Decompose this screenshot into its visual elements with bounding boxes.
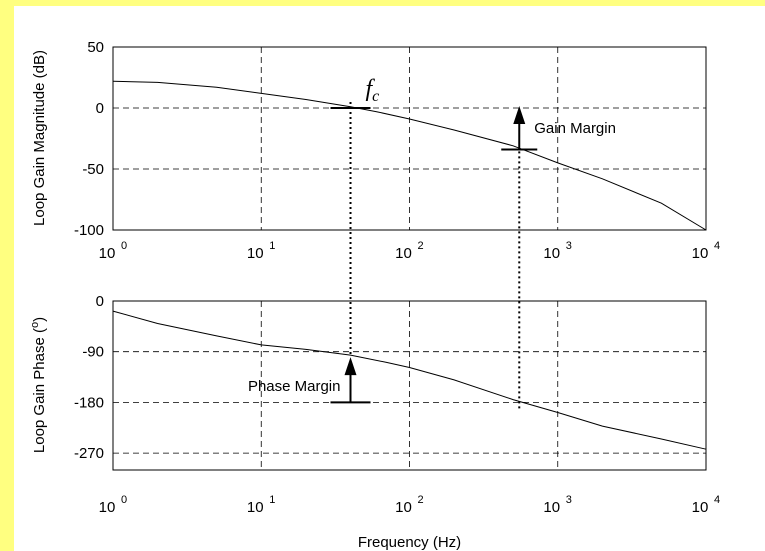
mag-x-tick-label: 10 xyxy=(99,245,116,262)
phase-x-tick-label: 10 xyxy=(543,499,560,516)
mag-x-tick-label: 10 xyxy=(247,245,264,262)
phase-y-axis-label: Loop Gain Phase (o) xyxy=(29,317,48,453)
mag-x-tick-exponent: 0 xyxy=(121,240,127,252)
phase-y-axis-label-paren-close: ) xyxy=(31,317,48,322)
gain-margin-label: Gain Margin xyxy=(534,120,616,137)
mag-x-tick-exponent: 1 xyxy=(269,240,275,252)
x-axis-label: Frequency (Hz) xyxy=(358,534,461,551)
mag-y-axis-label: Loop Gain Magnitude (dB) xyxy=(31,50,48,226)
phase-margin-arrowhead xyxy=(344,357,357,376)
phase-y-axis-label-paren: ( xyxy=(31,328,48,333)
phase-y-axis-label-text: Loop Gain Phase xyxy=(31,333,48,453)
top-highlight-strip xyxy=(0,0,765,6)
phase-y-tick-label: -180 xyxy=(74,394,104,411)
mag-curve xyxy=(112,80,707,231)
phase-x-tick-label: 10 xyxy=(247,499,264,516)
mag-x-tick-label: 10 xyxy=(692,245,709,262)
mag-y-tick-label: -50 xyxy=(82,161,104,178)
phase-x-tick-label: 10 xyxy=(395,499,412,516)
phase-x-tick-exponent: 4 xyxy=(714,494,720,506)
fc-symbol: f xyxy=(366,76,376,102)
phase-x-tick-label: 10 xyxy=(692,499,709,516)
mag-y-tick-label: -100 xyxy=(74,222,104,239)
phase-x-tick-exponent: 0 xyxy=(121,494,127,506)
phase-margin-label: Phase Margin xyxy=(248,378,341,395)
phase-x-tick-exponent: 3 xyxy=(566,494,572,506)
phase-y-tick-label: -90 xyxy=(82,344,104,361)
phase-y-tick-label: -270 xyxy=(74,445,104,462)
phase-x-tick-exponent: 1 xyxy=(269,494,275,506)
phase-x-tick-label: 10 xyxy=(99,499,116,516)
mag-y-tick-label: 50 xyxy=(87,39,104,56)
gain-margin-arrowhead xyxy=(513,106,526,124)
fc-label: fc xyxy=(366,76,380,105)
mag-x-tick-exponent: 3 xyxy=(566,240,572,252)
mag-x-tick-exponent: 2 xyxy=(418,240,424,252)
fc-subscript: c xyxy=(372,88,379,105)
mag-y-tick-label: 0 xyxy=(96,100,104,117)
phase-y-axis-label-degree: o xyxy=(29,322,41,328)
mag-x-tick-label: 10 xyxy=(395,245,412,262)
mag-x-tick-exponent: 4 xyxy=(714,240,720,252)
left-highlight-strip xyxy=(0,0,14,551)
mag-x-tick-label: 10 xyxy=(543,245,560,262)
phase-y-tick-label: 0 xyxy=(96,293,104,310)
phase-curve xyxy=(112,310,707,450)
phase-x-tick-exponent: 2 xyxy=(418,494,424,506)
